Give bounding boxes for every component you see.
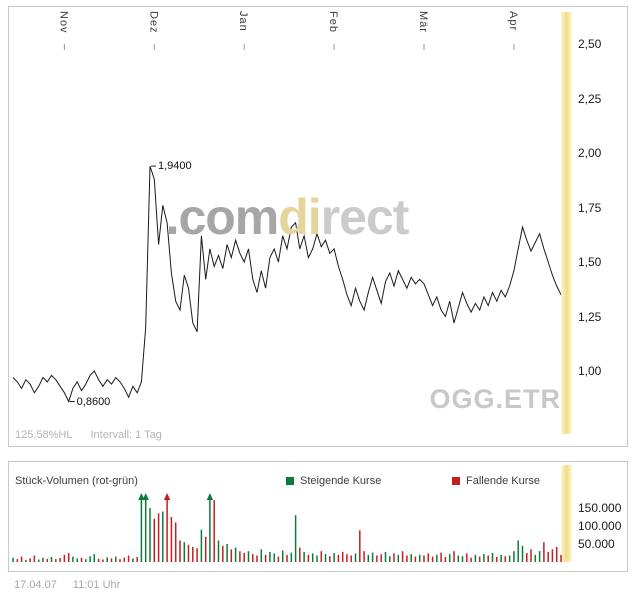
- volume-arrow-icon: [206, 493, 214, 500]
- volume-arrow-icon: [138, 493, 145, 500]
- date-label: 17.04.07: [14, 579, 57, 591]
- legend-falling-prices: Fallende Kurse: [452, 475, 540, 487]
- legend-rising-label: Steigende Kurse: [300, 475, 382, 487]
- legend-falling-label: Fallende Kurse: [466, 475, 540, 487]
- month-label: Feb: [327, 11, 340, 33]
- price-plot: [12, 44, 562, 403]
- price-tick-label: 1,00: [578, 364, 602, 378]
- month-label: Apr: [506, 11, 519, 32]
- price-tick-label: 2,00: [578, 146, 602, 160]
- volume-tick-label: 50.000: [578, 537, 615, 551]
- volume-tick-label: 150.000: [578, 501, 622, 515]
- price-annotation: 1,9400: [158, 160, 192, 173]
- price-annotation: 0,8600: [76, 395, 111, 408]
- comdirect-watermark: .comdirect: [9, 188, 565, 246]
- rising-color-swatch-icon: [286, 477, 294, 485]
- legend-rising-prices: Steigende Kurse: [286, 475, 381, 487]
- latest-volume-highlight-stripe: [561, 465, 572, 562]
- price-tick-label: 1,75: [578, 200, 602, 215]
- volume-panel: Stück-Volumen (rot-grün) Steigende Kurse…: [8, 461, 628, 572]
- month-label: Mär: [417, 11, 429, 33]
- falling-color-swatch-icon: [452, 477, 460, 485]
- month-label: Jan: [237, 11, 250, 32]
- chart-timestamp: 17.04.07 11:01 Uhr: [14, 579, 120, 591]
- volume-title: Stück-Volumen (rot-grün): [15, 475, 138, 487]
- price-line: [12, 165, 562, 403]
- price-chart-panel: Nov Dez Jan Feb Mär Apr 2,50 2,25 2,00 1,75 1,50 1…: [8, 6, 628, 447]
- watermark-part-com: .com: [165, 189, 280, 245]
- month-label: Nov: [57, 11, 70, 34]
- price-tick-label: 1,25: [578, 309, 602, 324]
- price-tick-label: 2,25: [578, 91, 602, 106]
- time-label: 11:01 Uhr: [72, 579, 121, 591]
- chart-stats-row: 125,58%HL Intervall: 1 Tag: [15, 429, 162, 441]
- interval-label: Intervall: 1 Tag: [90, 429, 162, 441]
- volume-arrow-icon: [142, 493, 149, 500]
- latest-price-highlight-stripe: [561, 12, 572, 434]
- watermark-part-di: di: [278, 189, 321, 245]
- volume-tick-label: 100.000: [578, 519, 622, 533]
- price-tick-label: 2,50: [578, 37, 602, 51]
- volume-arrow-icon: [163, 493, 171, 500]
- price-tick-label: 1,50: [578, 255, 602, 269]
- volume-plot: [12, 493, 562, 562]
- instrument-symbol: OGG.ETR: [429, 384, 561, 414]
- month-label: Dez: [147, 11, 160, 34]
- percent-hl-label: 125,58%HL: [15, 429, 73, 441]
- watermark-part-rect: rect: [320, 189, 410, 245]
